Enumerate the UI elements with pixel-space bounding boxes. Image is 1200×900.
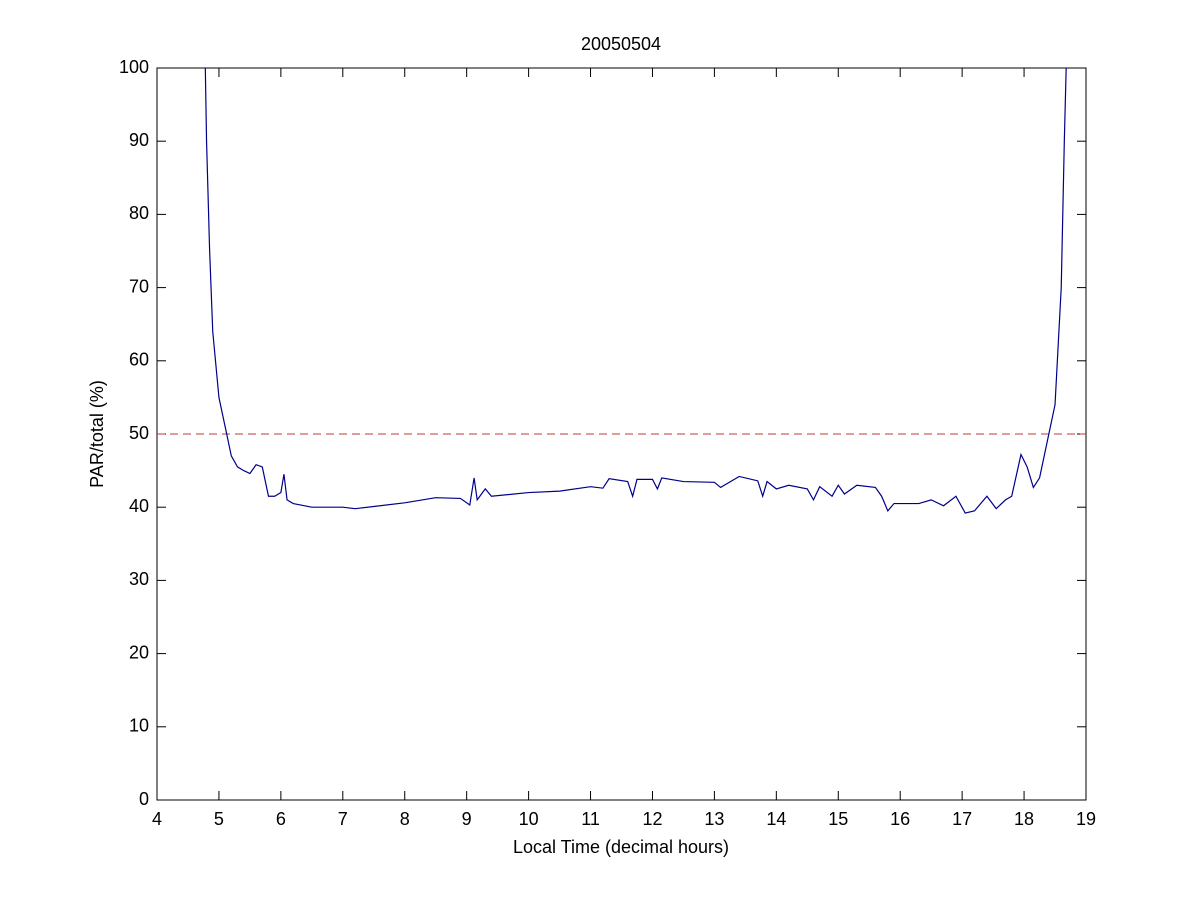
- x-tick-label: 16: [890, 809, 910, 829]
- chart-title: 20050504: [581, 34, 661, 54]
- y-tick-label: 0: [139, 789, 149, 809]
- x-axis-label: Local Time (decimal hours): [513, 837, 729, 857]
- x-tick-label: 8: [400, 809, 410, 829]
- y-tick-label: 100: [119, 57, 149, 77]
- x-tick-label: 7: [338, 809, 348, 829]
- y-tick-label: 50: [129, 423, 149, 443]
- y-tick-label: 80: [129, 203, 149, 223]
- x-tick-label: 4: [152, 809, 162, 829]
- data-line: [204, 67, 1067, 514]
- x-tick-label: 9: [462, 809, 472, 829]
- y-tick-label: 30: [129, 569, 149, 589]
- x-tick-label: 6: [276, 809, 286, 829]
- x-tick-label: 5: [214, 809, 224, 829]
- y-tick-label: 40: [129, 496, 149, 516]
- y-tick-label: 70: [129, 276, 149, 296]
- x-tick-label: 11: [581, 809, 600, 829]
- x-tick-label: 10: [519, 809, 539, 829]
- x-tick-label: 13: [704, 809, 724, 829]
- x-tick-label: 19: [1076, 809, 1096, 829]
- x-tick-label: 14: [766, 809, 786, 829]
- x-tick-label: 17: [952, 809, 972, 829]
- x-tick-label: 15: [828, 809, 848, 829]
- y-tick-label: 60: [129, 350, 149, 370]
- y-axis-label: PAR/total (%): [87, 380, 107, 488]
- y-tick-label: 10: [129, 716, 149, 736]
- y-tick-label: 90: [129, 130, 149, 150]
- x-tick-label: 18: [1014, 809, 1034, 829]
- x-tick-label: 12: [642, 809, 662, 829]
- y-tick-label: 20: [129, 642, 149, 662]
